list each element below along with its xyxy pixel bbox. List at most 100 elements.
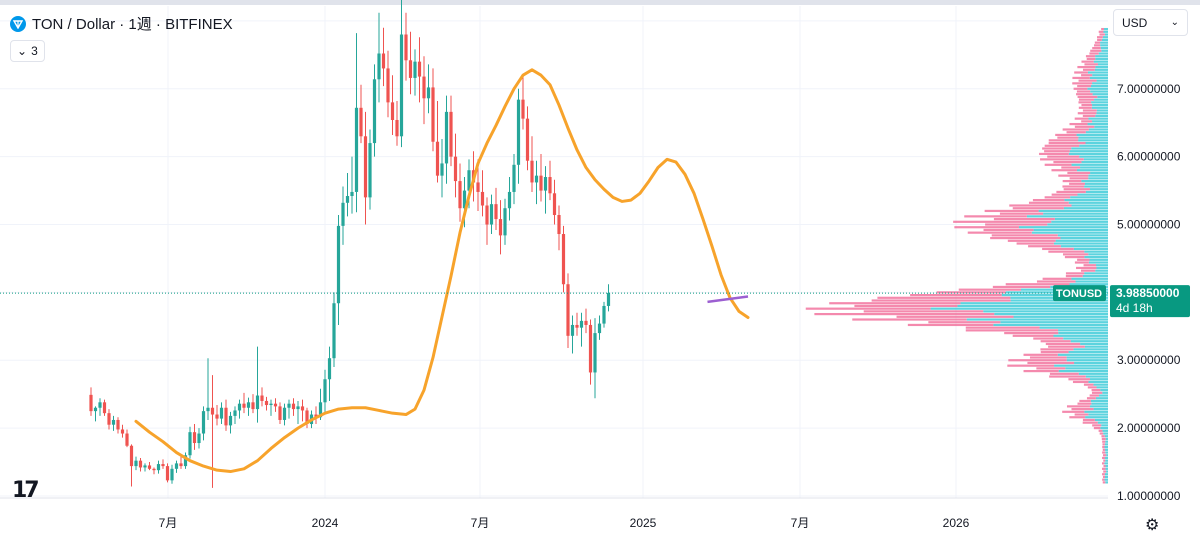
price-tag-bg (1110, 285, 1190, 318)
volume-profile-sell-bar (1082, 421, 1098, 424)
volume-profile-buy-bar (1053, 242, 1108, 245)
volume-profile-sell-bar (954, 226, 1019, 229)
volume-profile-sell-bar (1077, 258, 1090, 261)
volume-profile-buy-bar (1090, 90, 1108, 93)
volume-profile-buy-bar (1092, 120, 1108, 123)
volume-profile-sell-bar (1072, 380, 1089, 384)
volume-profile-sell-bar (1042, 247, 1074, 251)
volume-profile-sell-bar (1066, 131, 1086, 134)
tradingview-logo-icon[interactable]: 17 (12, 478, 40, 503)
volume-profile-buy-bar (1013, 315, 1108, 318)
volume-profile-buy-bar (1089, 188, 1108, 191)
candle-body (521, 99, 525, 119)
volume-profile-buy-bar (1090, 399, 1108, 403)
volume-profile-sell-bar (1069, 416, 1086, 419)
volume-profile-sell-bar (1087, 386, 1097, 389)
volume-profile-sell-bar (1089, 52, 1099, 55)
candle-body (485, 205, 489, 225)
volume-profile-sell-bar (1071, 408, 1094, 411)
volume-profile-sell-bar (1057, 136, 1079, 139)
volume-profile-buy-bar (1085, 190, 1108, 194)
x-tick-label: 2026 (943, 516, 970, 530)
currency-select[interactable]: USD ⌄ (1113, 9, 1188, 36)
candle-body (287, 403, 291, 408)
volume-profile-sell-bar (1044, 196, 1071, 199)
candle-body (350, 191, 354, 197)
indicators-toggle-button[interactable]: ⌄ 3 (10, 40, 45, 62)
volume-profile-sell-bar (1023, 353, 1058, 356)
x-tick-label: 7月 (471, 516, 490, 530)
volume-profile-buy-bar (1076, 169, 1108, 172)
volume-profile-sell-bar (1102, 481, 1106, 484)
candle-body (269, 403, 273, 406)
volume-profile-sell-bar (984, 209, 1039, 213)
volume-profile-sell-bar (1083, 264, 1097, 267)
volume-profile-buy-bar (1055, 239, 1108, 242)
current-price-label: 3.98850000 (1116, 286, 1180, 300)
candle-body (125, 433, 129, 446)
volume-profile-buy-bar (1088, 261, 1108, 264)
candle-body (170, 468, 174, 481)
candle-body (579, 320, 584, 328)
candle-body (395, 120, 399, 137)
volume-profile-sell-bar (1082, 109, 1097, 112)
volume-profile-buy-bar (1092, 103, 1108, 107)
candle-body (129, 445, 134, 467)
volume-profile-buy-bar (957, 304, 1108, 308)
volume-profile-buy-bar (1103, 30, 1108, 33)
volume-profile-sell-bar (1090, 49, 1102, 52)
volume-profile-sell-bar (1008, 359, 1067, 362)
candle-body (386, 68, 390, 103)
volume-profile-sell-bar (985, 223, 1048, 226)
volume-profile-sell-bar (1072, 76, 1090, 80)
volume-profile-sell-bar (991, 234, 1058, 237)
volume-profile-sell-bar (1007, 239, 1056, 242)
volume-profile-sell-bar (1028, 201, 1069, 204)
volume-profile-buy-bar (1093, 60, 1108, 63)
volume-profile-buy-bar (1054, 217, 1108, 221)
volume-profile-buy-bar (1090, 171, 1108, 175)
volume-profile-sell-bar (1103, 465, 1106, 468)
volume-profile-buy-bar (1071, 163, 1108, 166)
volume-profile-buy-bar (1105, 475, 1108, 479)
chevron-down-icon: ⌄ (1170, 17, 1179, 28)
volume-profile-sell-bar (1044, 150, 1070, 153)
volume-profile-buy-bar (1085, 141, 1108, 145)
candle-body (530, 160, 534, 183)
candle-body (89, 394, 93, 412)
candle-body (417, 61, 422, 77)
chart-title[interactable]: TON / Dollar · 1週 · BITFINEX (32, 16, 233, 33)
candle-body (507, 191, 512, 209)
volume-profile-buy-bar (1097, 421, 1108, 424)
candle-body (557, 215, 561, 235)
candle-body (480, 191, 485, 206)
volume-profile-sell-bar (1023, 369, 1059, 373)
volume-profile-sell-bar (1072, 82, 1093, 85)
volume-profile-sell-bar (1048, 345, 1085, 348)
volume-profile-sell-bar (1081, 60, 1094, 63)
volume-profile-sell-bar (863, 310, 984, 313)
candle-body (242, 403, 246, 408)
candle-body (602, 305, 606, 324)
chart-legend: TON / Dollar · 1週 · BITFINEX (10, 13, 233, 34)
candle-body (453, 156, 458, 182)
candle-body (237, 403, 242, 411)
volume-profile-sell-bar (1042, 277, 1072, 280)
settings-gear-icon[interactable]: ⚙ (1145, 517, 1160, 534)
volume-profile-sell-bar (953, 220, 1052, 223)
volume-profile-buy-bar (1018, 226, 1108, 229)
candle-body (512, 164, 516, 192)
volume-profile-sell-bar (1081, 74, 1093, 77)
volume-profile-sell-bar (1094, 41, 1101, 44)
volume-profile-buy-bar (1096, 109, 1108, 112)
volume-profile-buy-bar (1096, 266, 1108, 270)
volume-profile-buy-bar (993, 323, 1108, 327)
candle-body (489, 204, 494, 225)
candle-body (381, 53, 386, 69)
volume-profile-sell-bar (1044, 144, 1080, 147)
candle-body (426, 87, 431, 99)
candle-body (408, 60, 413, 78)
candle-body (143, 465, 147, 468)
volume-profile-buy-bar (1079, 144, 1108, 147)
